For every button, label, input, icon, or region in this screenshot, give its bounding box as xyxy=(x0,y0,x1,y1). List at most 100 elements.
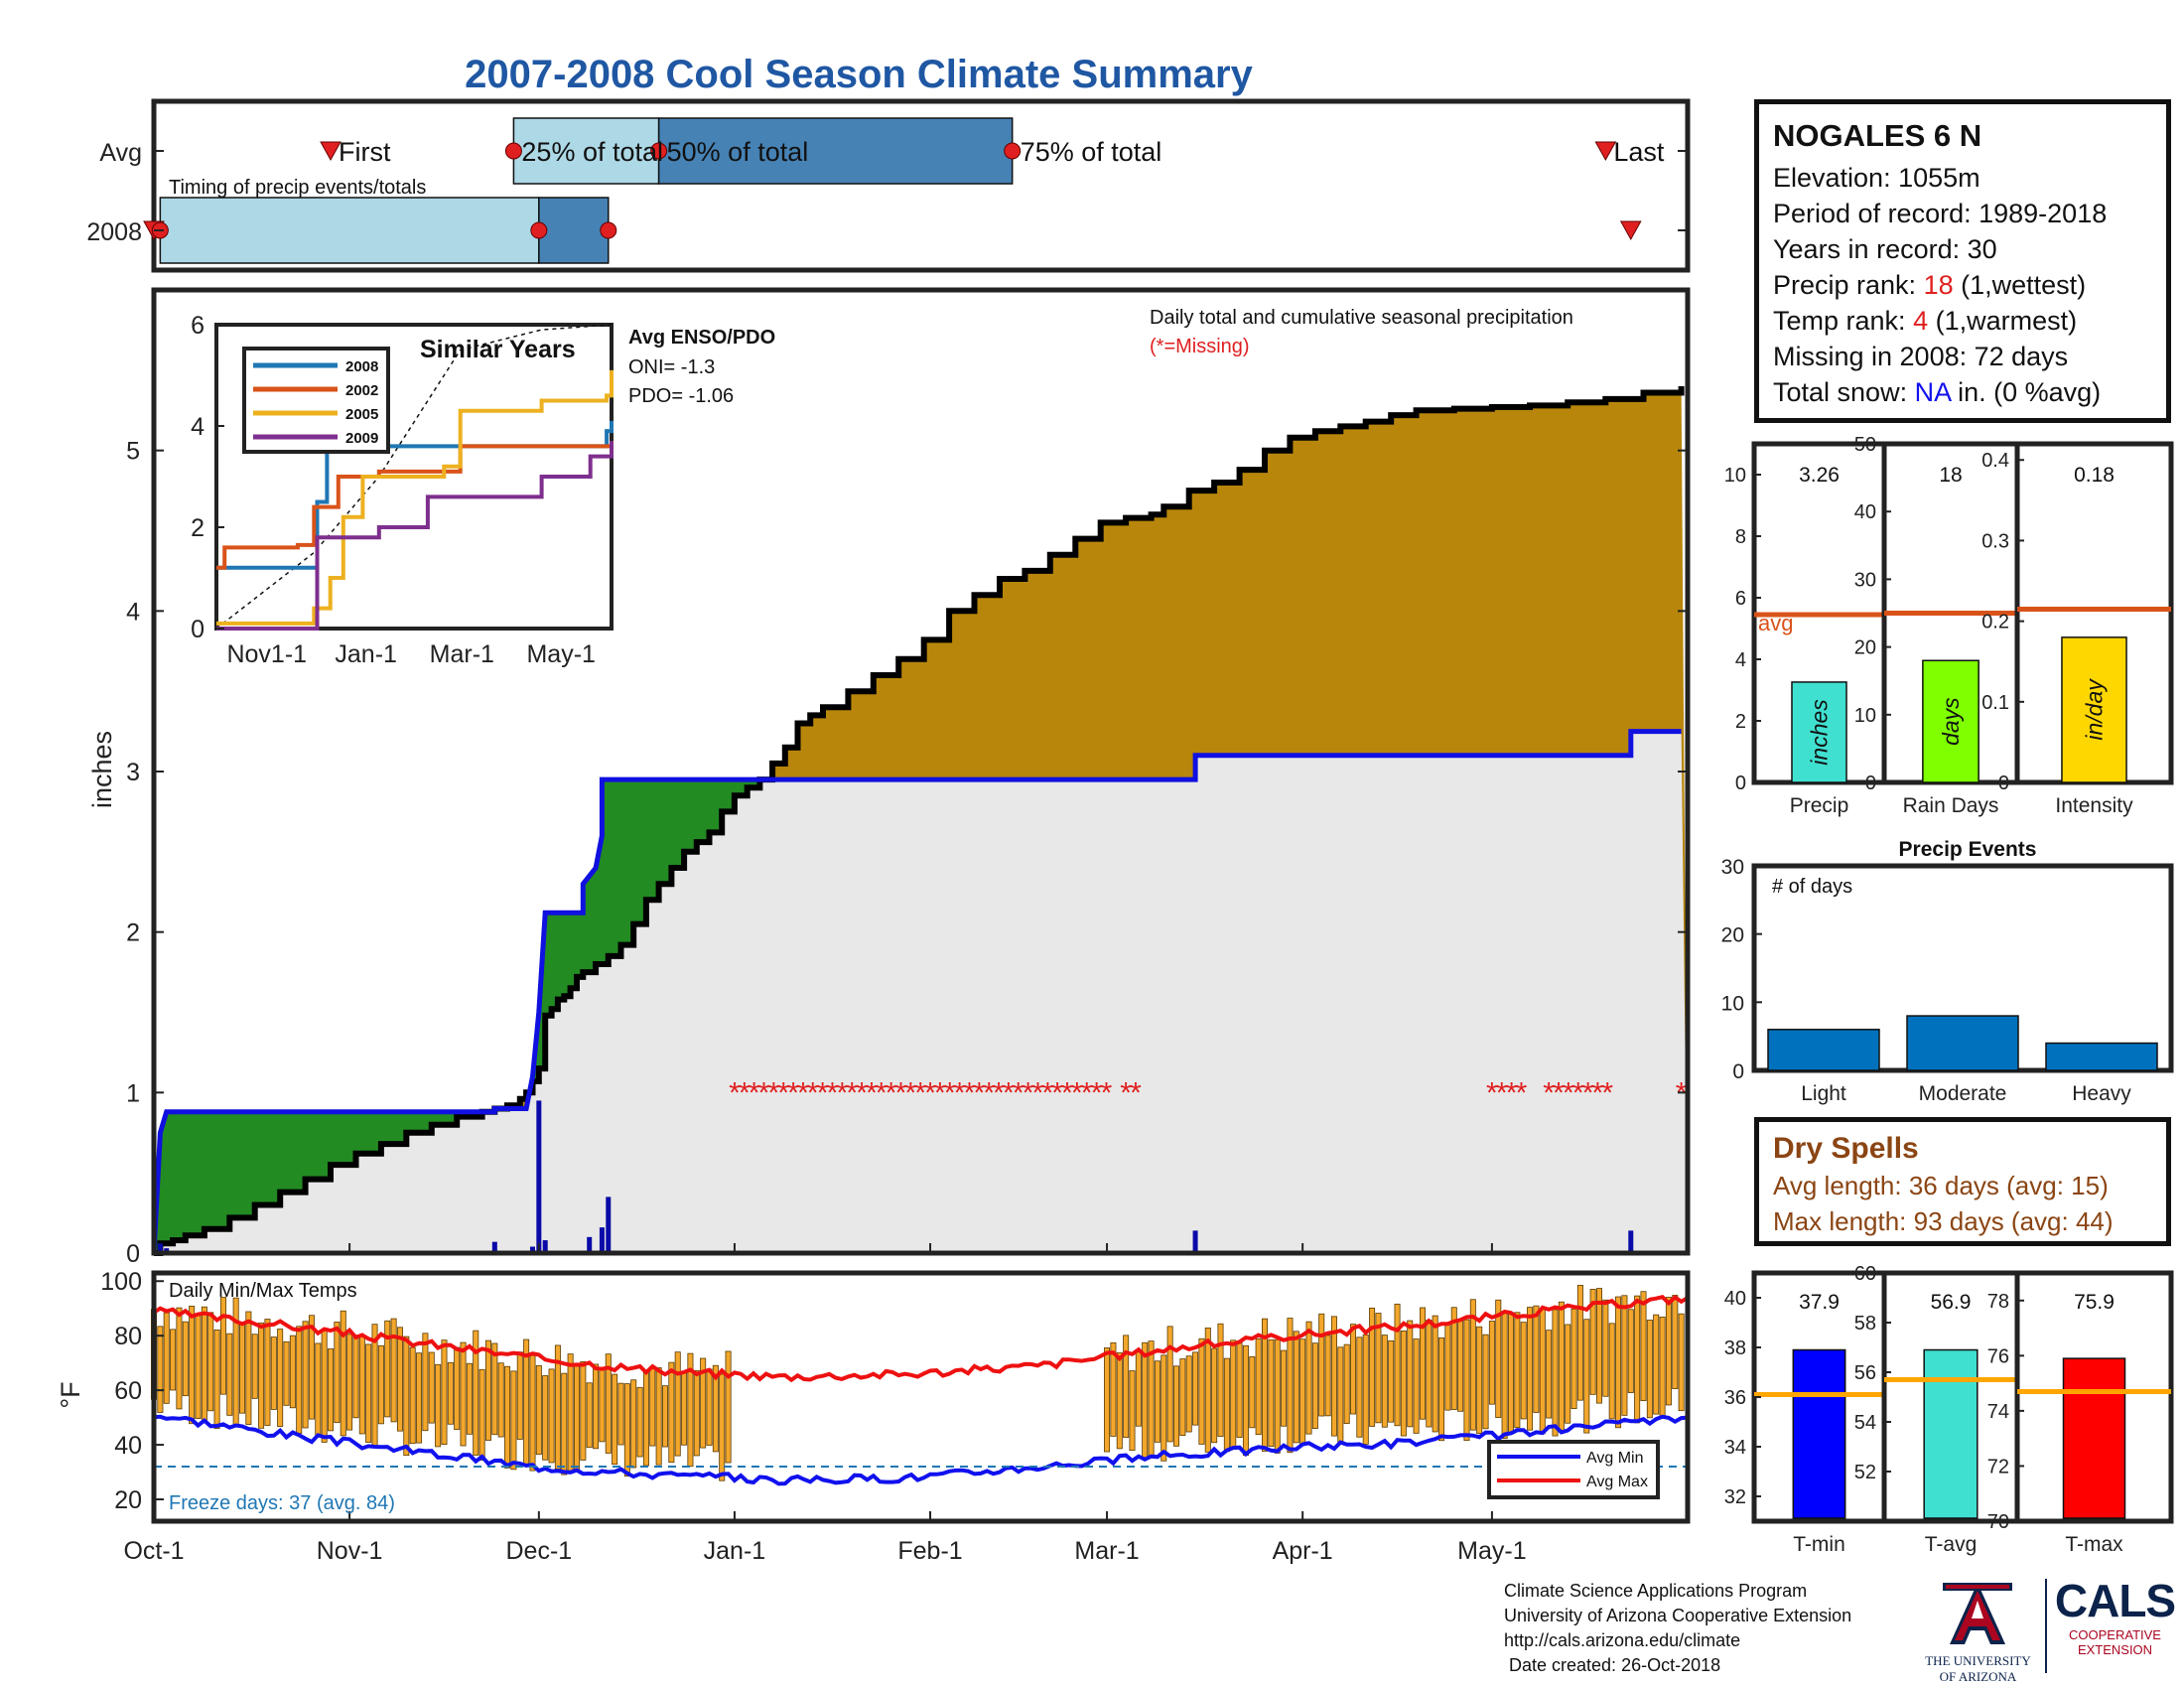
timing-row-label-2008: 2008 xyxy=(86,218,142,246)
footer-line2: University of Arizona Cooperative Extens… xyxy=(1504,1606,1852,1625)
temp-bar-150 xyxy=(1469,1299,1476,1431)
station-years: Years in record: 30 xyxy=(1773,234,1997,264)
daily-precip-bar-6 xyxy=(587,1236,593,1253)
temp-bar-69 xyxy=(586,1382,593,1449)
oni-label: ONI= -1.3 xyxy=(628,356,715,378)
legend-avg-min-label: Avg Min xyxy=(1586,1450,1644,1467)
temp-bar-166 xyxy=(1570,1308,1577,1410)
missing-marker-0: * xyxy=(729,1076,741,1109)
avg-second-half-box xyxy=(657,117,1014,185)
temp-bar-145 xyxy=(1438,1337,1445,1442)
temp-bar-40 xyxy=(403,1336,410,1457)
temp-bar-99 xyxy=(1148,1340,1155,1458)
temp-bar-178 xyxy=(1646,1320,1653,1419)
temp-bar-157 xyxy=(1514,1312,1521,1429)
temp-bar-33 xyxy=(358,1335,365,1435)
temp-bar-106 xyxy=(1192,1351,1199,1426)
temp-bar-101 xyxy=(1160,1354,1167,1462)
temp-bar-142 xyxy=(1419,1307,1426,1420)
temp-bar-66 xyxy=(567,1353,574,1473)
temp-bar-5 xyxy=(182,1321,189,1397)
temp-bar-86 xyxy=(693,1370,700,1457)
daily-precip-bar-8 xyxy=(606,1196,612,1253)
missing-marker-10: * xyxy=(827,1076,839,1109)
temp-bar-173 xyxy=(1615,1296,1622,1429)
missing-marker-36: * xyxy=(1081,1076,1093,1109)
missing-marker-49: * xyxy=(1582,1076,1594,1109)
timing-label-4: Last xyxy=(1613,137,1665,167)
precip-stat-unit-0: inches xyxy=(1807,699,1833,766)
station-info-box: NOGALES 6 N Elevation: 1055m Period of r… xyxy=(1754,99,2171,423)
inset-y-tick-label-3: 6 xyxy=(191,312,205,340)
temp-bar-183 xyxy=(1678,1313,1685,1412)
chart-legend-line1: Daily total and cumulative seasonal prec… xyxy=(1150,307,1573,329)
missing-marker-14: * xyxy=(866,1076,878,1109)
temp-bar-36 xyxy=(377,1344,384,1425)
inset-legend-label-2008: 2008 xyxy=(345,358,378,375)
temp-bar-129 xyxy=(1337,1346,1344,1444)
temp-bar-32 xyxy=(352,1335,359,1419)
temp-stat-label-0: T-min xyxy=(1793,1533,1845,1556)
footer-credits: Climate Science Applications Program Uni… xyxy=(1504,1579,1921,1678)
events-tick-label-3: 30 xyxy=(1721,856,1744,879)
temp-bar-133 xyxy=(1362,1334,1369,1445)
temp-bar-163 xyxy=(1552,1309,1559,1437)
temp-bar-120 xyxy=(1281,1349,1288,1427)
ua-logo-line2: OF ARIZONA xyxy=(1939,1669,2017,1684)
precip-stat-tick-label-2-3: 0.3 xyxy=(1981,530,2009,552)
temp-stat-tick-label-0-4: 40 xyxy=(1724,1288,1746,1310)
temp-bar-13 xyxy=(232,1297,239,1427)
temp-bar-148 xyxy=(1457,1319,1464,1412)
ua-logo-line1: THE UNIVERSITY xyxy=(1925,1653,2031,1668)
temp-bar-7 xyxy=(195,1313,202,1419)
events-tick-label-0: 0 xyxy=(1732,1060,1744,1083)
temp-rank-prefix: Temp rank: xyxy=(1773,306,1914,336)
temp-bar-174 xyxy=(1621,1295,1628,1416)
y-tick-label-5: 5 xyxy=(126,438,140,466)
missing-marker-37: * xyxy=(1091,1076,1103,1109)
precip-stat-tick-label-1-4: 40 xyxy=(1854,501,1876,523)
block-a-icon xyxy=(1943,1583,2012,1644)
temp-bar-31 xyxy=(346,1334,353,1431)
temp-bar-38 xyxy=(390,1318,397,1423)
missing-marker-13: * xyxy=(856,1076,868,1109)
inset-legend-label-2005: 2005 xyxy=(345,406,378,423)
temp-bar-20 xyxy=(277,1329,284,1428)
temp-bar-88 xyxy=(706,1368,713,1446)
temp-y-tick-label-4: 100 xyxy=(100,1268,142,1296)
temp-bar-43 xyxy=(422,1333,429,1432)
temp-bar-152 xyxy=(1482,1334,1489,1430)
temp-bar-105 xyxy=(1185,1355,1192,1433)
freeze-days-label: Freeze days: 37 (avg. 84) xyxy=(169,1492,395,1514)
temp-bar-8 xyxy=(201,1306,207,1423)
missing-marker-16: * xyxy=(886,1076,897,1109)
precip-stat-tick-label-1-2: 20 xyxy=(1854,637,1876,659)
missing-marker-42: * xyxy=(1496,1076,1508,1109)
temp-bar-128 xyxy=(1330,1316,1337,1437)
cals-logo-line1: COOPERATIVE xyxy=(2069,1627,2161,1642)
temp-bar-70 xyxy=(593,1363,600,1450)
temp-bar-84 xyxy=(681,1371,688,1446)
missing-marker-8: * xyxy=(807,1076,819,1109)
logo-divider xyxy=(2045,1579,2047,1673)
precip-stat-unit-2: in/day xyxy=(2082,678,2108,741)
events-tick-label-1: 10 xyxy=(1721,992,1744,1015)
temp-bar-57 xyxy=(510,1370,517,1471)
inset-x-tick-label-2: Mar-1 xyxy=(430,640,494,668)
station-snow: Total snow: NA in. (0 %avg) xyxy=(1773,374,2166,410)
temp-bar-2 xyxy=(163,1312,170,1404)
timing-panel: First 25% of total 50% of total 75% of tota… xyxy=(86,98,1691,273)
temp-bar-111 xyxy=(1223,1357,1230,1453)
temp-bar-48 xyxy=(454,1346,461,1431)
temp-stat-tick-label-0-0: 32 xyxy=(1724,1486,1746,1508)
missing-marker-23: * xyxy=(954,1076,966,1109)
inset-series-line-2009 xyxy=(216,441,614,631)
temp-bar-116 xyxy=(1255,1337,1262,1436)
temp-bar-46 xyxy=(441,1339,448,1445)
temp-bar-155 xyxy=(1501,1311,1508,1440)
precip-stat-label-0: Precip xyxy=(1790,794,1849,817)
avg-q75-marker xyxy=(1004,142,1022,160)
temp-bar-24 xyxy=(302,1321,309,1429)
y-tick-label-4: 4 xyxy=(126,598,140,626)
temp-bar-162 xyxy=(1546,1330,1553,1419)
